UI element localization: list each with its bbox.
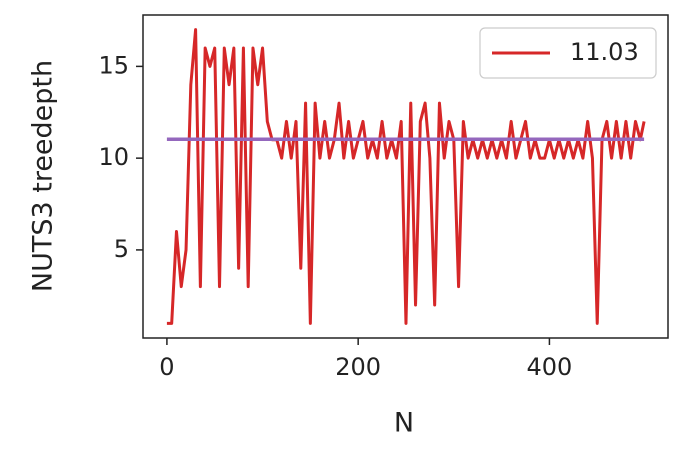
x-tick-label: 200 <box>335 353 381 381</box>
y-tick-label: 10 <box>98 143 129 171</box>
x-tick-label: 400 <box>527 353 573 381</box>
x-tick-label: 0 <box>159 353 174 381</box>
x-axis-label: N <box>394 408 414 439</box>
legend-box <box>479 27 657 79</box>
data-line <box>166 28 646 325</box>
plot-frame <box>142 14 669 339</box>
y-axis-label: NUTS3 treedepth <box>28 60 59 292</box>
legend-label: 11.03 <box>570 38 639 66</box>
y-tick-label: 5 <box>114 235 129 263</box>
y-tick-label: 15 <box>98 51 129 79</box>
